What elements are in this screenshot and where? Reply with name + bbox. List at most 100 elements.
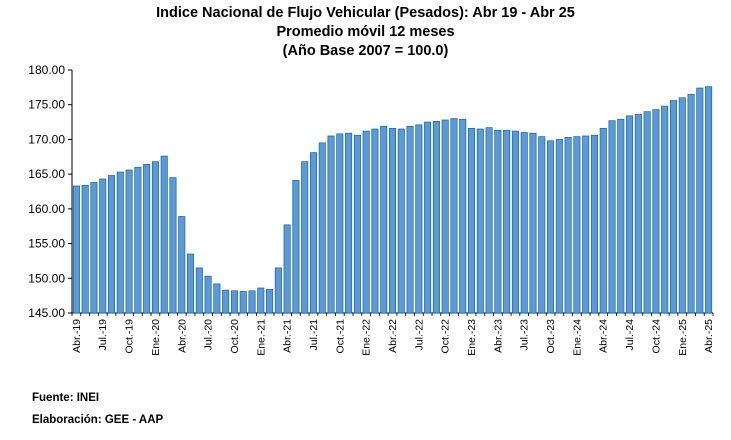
bar — [248, 290, 256, 314]
chart-subtitle-base-year: (Año Base 2007 = 100.0) — [282, 43, 449, 59]
x-tick-label: Oct.-19 — [124, 319, 136, 354]
bar — [476, 128, 484, 314]
chart-subtitle: Promedio móvil 12 meses — [276, 24, 455, 40]
bar — [353, 134, 361, 314]
bar — [503, 130, 511, 314]
x-tick-label: Oct.-23 — [545, 319, 557, 354]
bar — [213, 283, 221, 314]
bar — [678, 97, 686, 314]
bar — [494, 130, 502, 314]
x-tick-label: Abr.-21 — [282, 319, 294, 353]
x-tick-label: Ene.-20 — [150, 319, 162, 356]
bar — [204, 275, 212, 314]
bar — [169, 177, 177, 314]
bar — [292, 180, 300, 314]
x-tick-label: Jul.-23 — [519, 319, 531, 351]
bar — [125, 169, 133, 314]
chart-title: Indice Nacional de Flujo Vehicular (Pesa… — [156, 5, 575, 21]
bar — [590, 134, 598, 314]
bar — [257, 287, 265, 314]
bar — [187, 253, 195, 314]
x-tick-label: Abr.-25 — [703, 319, 715, 353]
bar — [687, 93, 695, 314]
bar — [555, 139, 563, 314]
bar — [301, 161, 309, 314]
x-tick-label: Ene.-25 — [677, 319, 689, 356]
x-tick-label: Abr.-20 — [176, 319, 188, 353]
bar — [72, 185, 80, 314]
bar — [362, 130, 370, 314]
bar — [178, 216, 186, 314]
source-note: Fuente: INEI — [32, 392, 100, 404]
y-tick-label: 160.00 — [28, 202, 65, 216]
x-tick-label: Oct.-20 — [229, 319, 241, 354]
x-tick-label: Oct.-21 — [334, 319, 346, 354]
y-tick-label: 175.00 — [28, 98, 65, 112]
bar — [626, 115, 634, 314]
bar — [397, 128, 405, 314]
chart-title-block: Indice Nacional de Flujo Vehicular (Pesa… — [0, 4, 731, 61]
x-tick-label: Ene.-22 — [361, 319, 373, 356]
bar — [81, 184, 89, 314]
x-tick-label: Jul.-21 — [308, 319, 320, 351]
bar — [345, 132, 353, 314]
bar — [485, 127, 493, 314]
x-tick-label: Oct.-24 — [650, 319, 662, 354]
bar — [380, 125, 388, 314]
bar — [441, 119, 449, 314]
bar — [160, 155, 168, 314]
bar — [634, 114, 642, 314]
bar — [318, 142, 326, 314]
x-tick-label: Abr.-19 — [71, 319, 83, 353]
bar — [547, 140, 555, 314]
bar — [573, 136, 581, 314]
bar — [415, 124, 423, 314]
bar — [432, 121, 440, 314]
bar — [274, 267, 282, 314]
y-tick-label: 155.00 — [28, 237, 65, 251]
x-tick-label: Jul.-19 — [97, 319, 109, 351]
bar — [511, 130, 519, 314]
x-tick-label: Ene.-23 — [466, 319, 478, 356]
bar — [134, 166, 142, 314]
bar — [424, 121, 432, 314]
bar — [696, 87, 704, 314]
bar — [450, 118, 458, 314]
x-tick-label: Jul.-20 — [203, 319, 215, 351]
bar — [116, 171, 124, 314]
x-tick-label: Oct.-22 — [440, 319, 452, 354]
bar — [599, 127, 607, 314]
x-tick-label: Jul.-22 — [413, 319, 425, 351]
bar — [459, 118, 467, 314]
bar — [608, 120, 616, 314]
bar — [669, 100, 678, 314]
y-tick-label: 180.00 — [28, 63, 65, 77]
bar — [564, 137, 572, 314]
x-tick-label: Ene.-24 — [571, 319, 583, 356]
bar — [538, 136, 546, 314]
x-tick-label: Jul.-24 — [624, 319, 636, 351]
bar — [107, 175, 116, 314]
x-tick-label: Abr.-22 — [387, 319, 399, 353]
bar — [371, 128, 379, 314]
bar — [143, 164, 151, 314]
bar — [582, 135, 590, 314]
bar — [652, 109, 660, 314]
bar — [705, 86, 713, 314]
bar — [90, 182, 98, 314]
bar — [151, 161, 159, 314]
bar — [195, 267, 203, 314]
bar — [336, 133, 344, 314]
bar — [283, 224, 291, 314]
y-tick-label: 170.00 — [28, 132, 65, 146]
bar — [468, 127, 476, 314]
bar — [617, 118, 625, 314]
x-tick-label: Abr.-24 — [598, 319, 610, 353]
bar — [230, 290, 238, 314]
bar — [266, 289, 274, 314]
bar — [529, 132, 537, 314]
y-tick-label: 165.00 — [28, 167, 65, 181]
bar — [520, 132, 528, 314]
bar — [388, 127, 397, 314]
